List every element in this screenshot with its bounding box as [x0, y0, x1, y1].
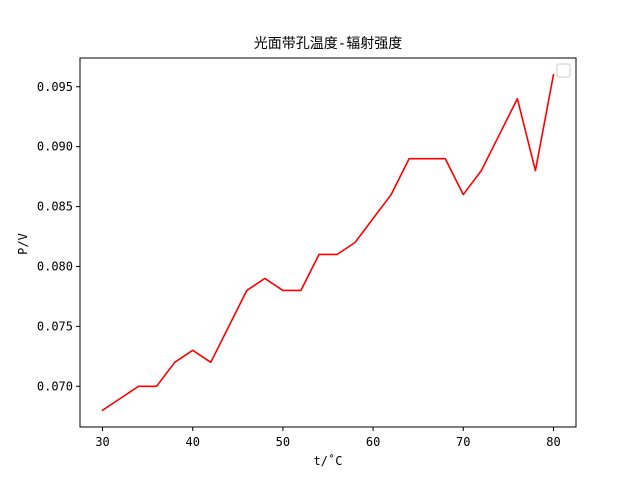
x-tick-label: 50: [276, 435, 290, 449]
x-tick-label: 60: [366, 435, 380, 449]
y-axis-label: P/V: [16, 233, 30, 255]
series-line-0: [101, 73, 555, 412]
x-tick-label: 80: [546, 435, 560, 449]
x-axis-label: t/˚C: [314, 453, 343, 468]
plot-area: [101, 73, 555, 412]
axes-frame: [79, 57, 577, 428]
x-tick-label: 70: [456, 435, 470, 449]
y-tick-label: 0.095: [37, 80, 73, 94]
y-tick-label: 0.085: [37, 200, 73, 214]
y-tick-label: 0.075: [37, 319, 73, 333]
y-tick-label: 0.070: [37, 379, 73, 393]
y-tick-label: 0.090: [37, 140, 73, 154]
axes: 30 40 50 60 70 80 0.070 0.075 0.080 0.085 0.090 0.0…: [37, 57, 577, 449]
legend-box: [556, 63, 571, 78]
x-tick-label: 40: [186, 435, 200, 449]
x-tick-label: 30: [95, 435, 109, 449]
y-tick-label: 0.080: [37, 259, 73, 273]
chart-title: 光面带孔温度-辐射强度: [254, 36, 402, 52]
